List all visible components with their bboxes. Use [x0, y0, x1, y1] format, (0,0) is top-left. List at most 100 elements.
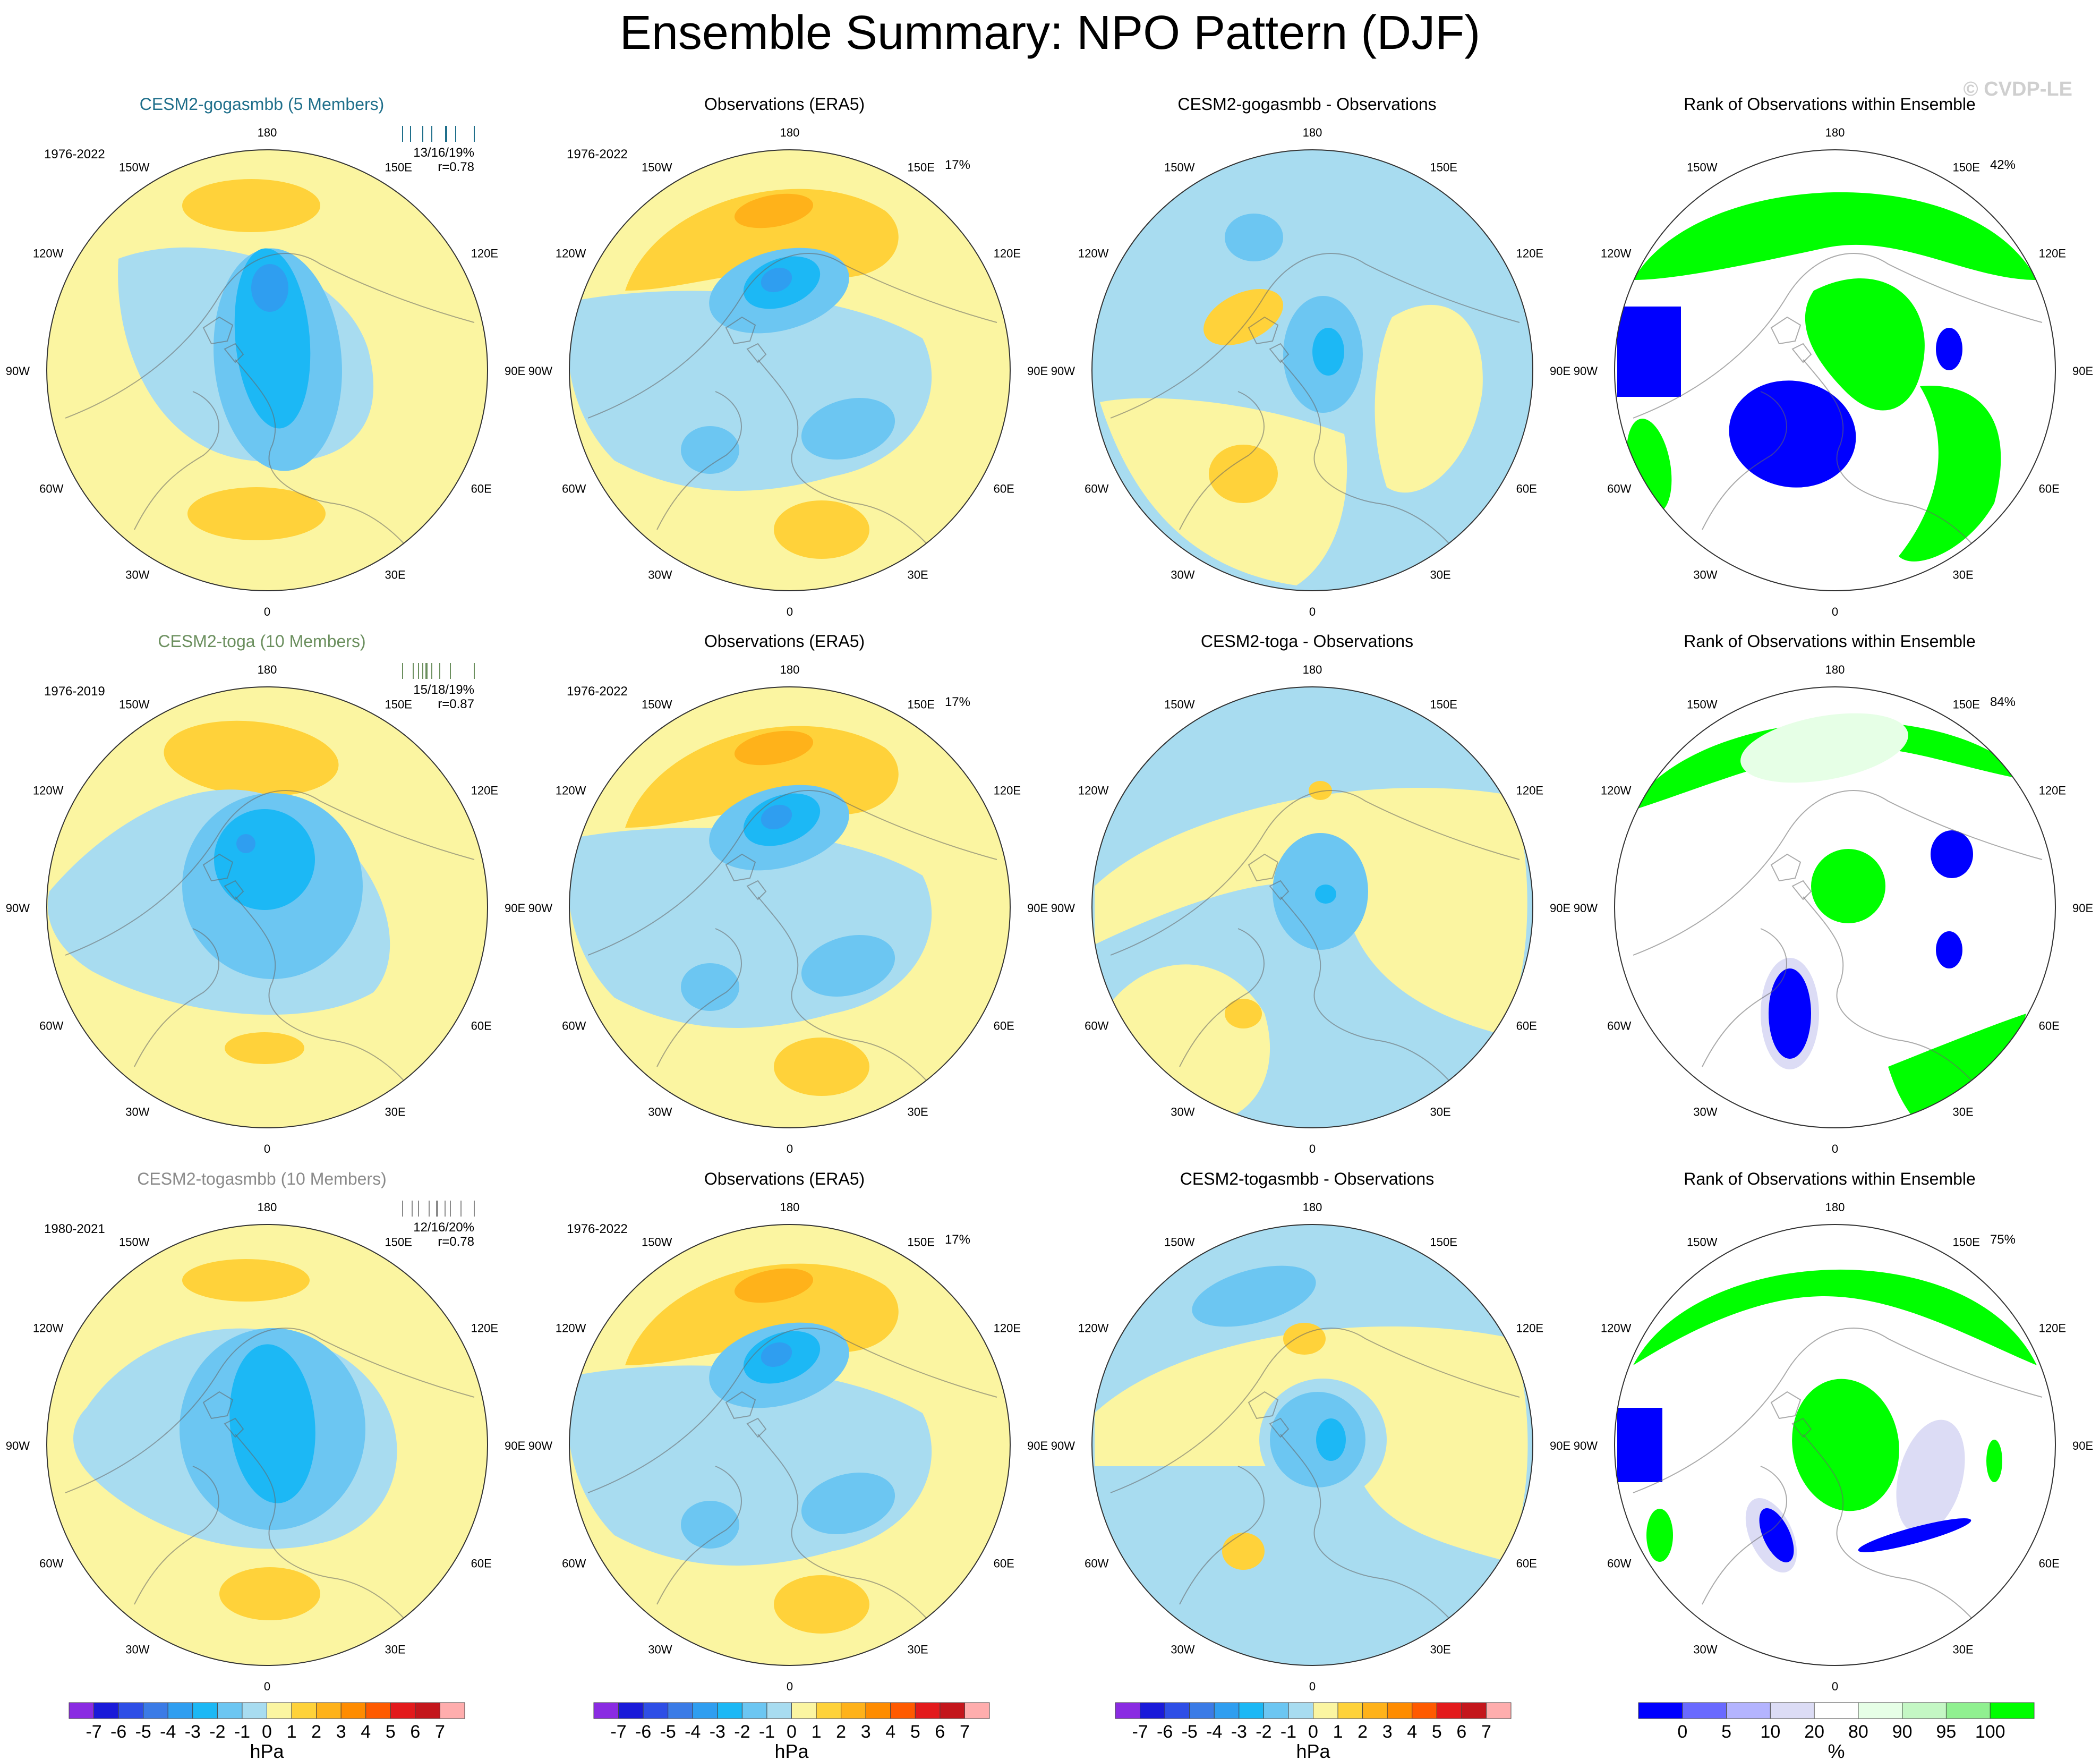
negative-anomaly-west — [681, 426, 739, 474]
longitude-label-150w: 150W — [1164, 698, 1195, 711]
positive-anomaly-north — [182, 179, 320, 232]
longitude-label-150e: 150E — [385, 160, 412, 174]
colorbar-label: 6 — [410, 1722, 420, 1742]
longitude-label-90e: 90E — [1550, 1439, 1570, 1452]
longitude-label-60w: 60W — [1607, 1557, 1631, 1570]
colorbar-swatch — [593, 1702, 619, 1719]
panel-title: CESM2-togasmbb (10 Members) — [137, 1169, 386, 1188]
panel-title: Rank of Observations within Ensemble — [1684, 1169, 1976, 1188]
year-range: 1976-2022 — [567, 684, 628, 699]
longitude-label-90e: 90E — [1027, 902, 1048, 915]
map-border — [1091, 1224, 1533, 1666]
colorbar-label: -4 — [685, 1722, 701, 1742]
colorbar-swatch — [668, 1702, 693, 1719]
longitude-label-180: 180 — [1303, 126, 1322, 139]
colorbar-swatch — [1436, 1702, 1462, 1719]
rank-lowish-east — [1896, 1419, 1965, 1534]
rank-low-east — [1931, 830, 1973, 878]
coastline-east — [757, 359, 950, 573]
colorbar-swatch — [242, 1702, 267, 1719]
map-field — [1092, 150, 1533, 591]
negative-anomaly-core — [251, 264, 288, 312]
longitude-label-150w: 150W — [1164, 1235, 1195, 1248]
colorbar-swatch — [1239, 1702, 1264, 1719]
longitude-label-30w: 30W — [1693, 568, 1717, 582]
longitude-label-150w: 150W — [119, 698, 150, 711]
colorbar-label: 3 — [336, 1722, 346, 1742]
colorbar-label: 6 — [1456, 1722, 1466, 1742]
rank-low-southeast — [1858, 1518, 1971, 1552]
longitude-label-60e: 60E — [2039, 1557, 2060, 1570]
colorbar-label: -6 — [1157, 1722, 1173, 1742]
longitude-label-180: 180 — [780, 663, 800, 676]
longitude-label-30w: 30W — [1693, 1643, 1717, 1656]
coastline-islands — [725, 853, 767, 900]
negative-anomaly-core — [761, 267, 792, 293]
coastline-north — [1110, 253, 1520, 419]
coastline-east — [1280, 896, 1472, 1110]
negative-anomaly-core — [1315, 885, 1336, 904]
colorbar-label: 7 — [960, 1722, 970, 1742]
colorbar-unit: hPa — [250, 1740, 284, 1760]
positive-anomaly-south — [774, 1038, 869, 1096]
longitude-label-150w: 150W — [1687, 698, 1718, 711]
year-range: 1976-2019 — [44, 684, 105, 699]
colorbar-swatch — [1164, 1702, 1190, 1719]
colorbar-label: 90 — [1892, 1722, 1913, 1742]
map-field — [1615, 1225, 2055, 1665]
colorbar-label: -1 — [234, 1722, 250, 1742]
colorbar-label: -3 — [185, 1722, 201, 1742]
coastline-north — [1110, 790, 1520, 956]
watermark: © CVDP-LE — [1964, 78, 2072, 100]
longitude-label-90w: 90W — [528, 1439, 552, 1452]
colorbar-swatch — [267, 1702, 292, 1719]
negative-anomaly-east — [801, 934, 895, 997]
coastline-islands — [1248, 316, 1290, 363]
colorbar-swatch — [692, 1702, 718, 1719]
longitude-label-150w: 150W — [119, 160, 150, 174]
colorbar-label: -5 — [660, 1722, 676, 1742]
map-field — [1092, 687, 1533, 1128]
colorbar-swatch — [816, 1702, 842, 1719]
longitude-label-30e: 30E — [385, 1643, 406, 1656]
map-border — [1614, 1224, 2056, 1666]
longitude-label-90e: 90E — [2072, 1439, 2093, 1452]
longitude-label-60w: 60W — [562, 1557, 586, 1570]
figure-title: Ensemble Summary: NPO Pattern (DJF) — [620, 6, 1480, 59]
longitude-label-60w: 60W — [39, 1557, 63, 1570]
rank-low-south — [1729, 380, 1856, 488]
colorbar-swatch — [1337, 1702, 1363, 1719]
coastline-west — [134, 391, 219, 530]
longitude-label-120w: 120W — [1078, 247, 1109, 260]
colorbar-label: -4 — [160, 1722, 176, 1742]
colorbar-swatch — [69, 1702, 95, 1719]
panel-r3-ensemble: 180 150E 120E 90E 60E 30E 0 30W 60W 90W 120W 150W CE… — [6, 1169, 525, 1693]
longitude-label-60w: 60W — [39, 482, 63, 496]
colorbar-label: -6 — [635, 1722, 651, 1742]
longitude-label-180: 180 — [258, 126, 277, 139]
longitude-label-90e: 90E — [1027, 1439, 1048, 1452]
longitude-label-30e: 30E — [1953, 1643, 1974, 1656]
colorbar-swatch — [618, 1702, 644, 1719]
colorbar-label: -1 — [759, 1722, 775, 1742]
longitude-label-0: 0 — [787, 605, 793, 618]
panel-title: Rank of Observations within Ensemble — [1684, 632, 1976, 651]
coastline-islands — [1770, 853, 1812, 900]
longitude-label-60w: 60W — [1607, 482, 1631, 496]
colorbar-swatch — [1726, 1702, 1771, 1719]
longitude-label-120e: 120E — [994, 1322, 1021, 1335]
map-border — [569, 1224, 1011, 1666]
coastline-north — [65, 790, 475, 956]
panel-title: Observations (ERA5) — [704, 95, 865, 114]
pattern-percent: 17% — [945, 158, 970, 172]
ensemble-stats: 13/16/19% — [413, 146, 474, 160]
colorbar-swatch — [118, 1702, 144, 1719]
positive-anomaly-south-core — [1209, 445, 1278, 503]
longitude-label-30w: 30W — [125, 1106, 149, 1119]
longitude-label-30w: 30W — [125, 1643, 149, 1656]
colorbar-label: 3 — [861, 1722, 871, 1742]
panel-title: CESM2-toga (10 Members) — [158, 632, 365, 651]
longitude-label-60e: 60E — [1516, 1557, 1537, 1570]
longitude-label-150w: 150W — [642, 698, 672, 711]
coastline-north — [1633, 1328, 2043, 1493]
